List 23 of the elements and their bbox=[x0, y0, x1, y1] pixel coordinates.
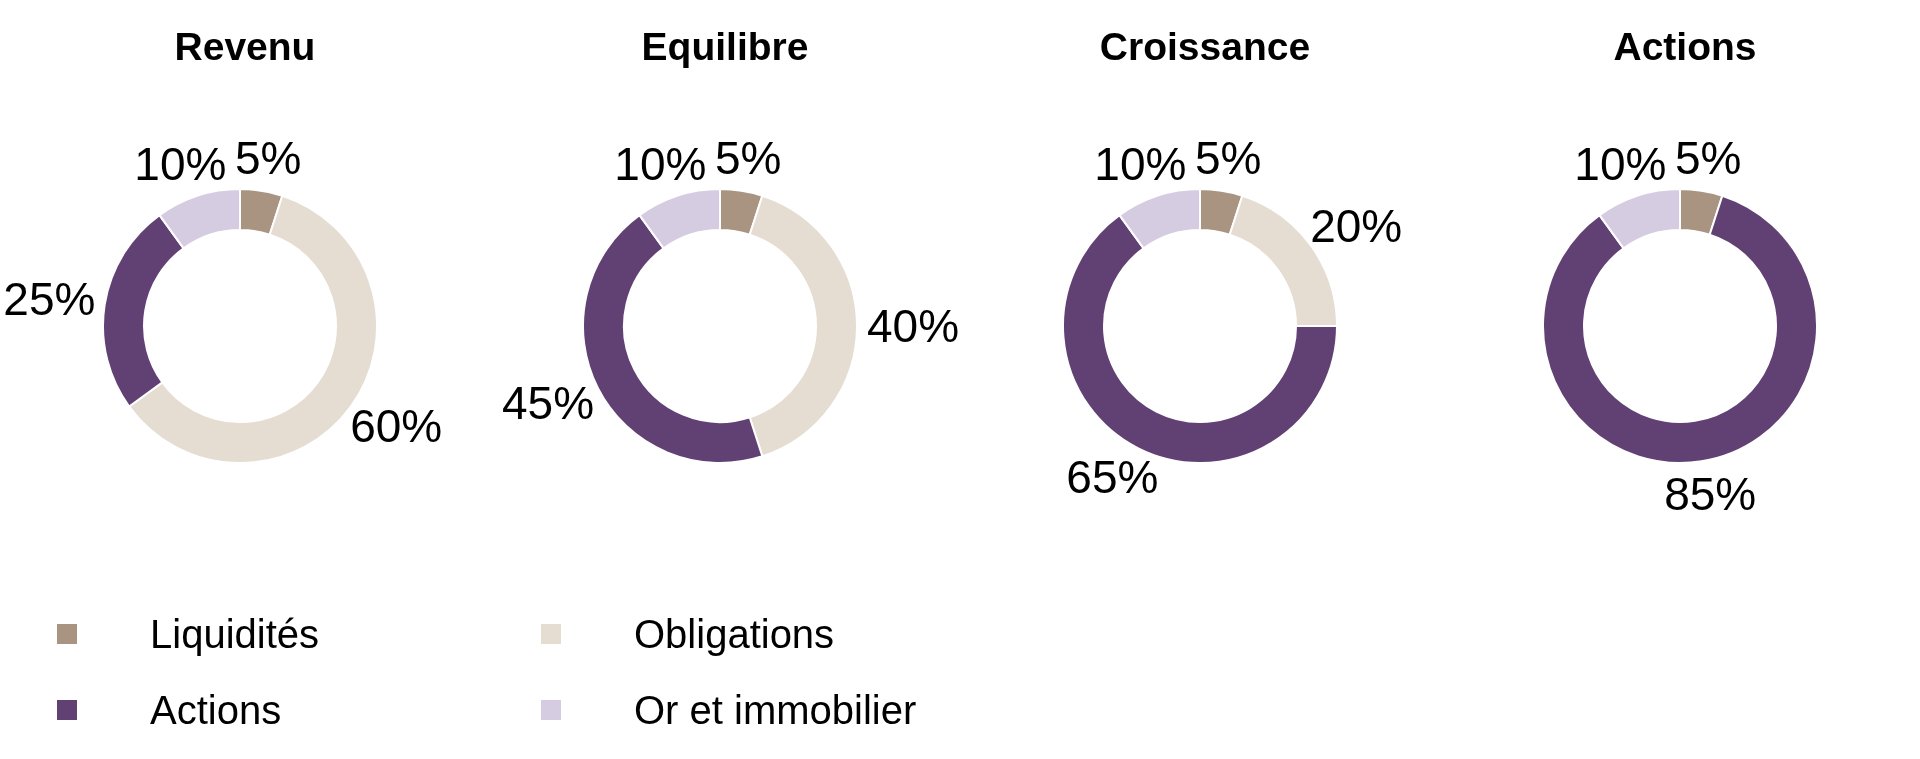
data-label: 10% bbox=[134, 138, 227, 191]
legend-label: Liquidités bbox=[150, 612, 320, 656]
data-label: 10% bbox=[1574, 138, 1667, 191]
data-label: 10% bbox=[614, 138, 707, 191]
data-label: 45% bbox=[501, 377, 595, 430]
data-label: 5% bbox=[1194, 132, 1262, 185]
data-label: 85% bbox=[1664, 467, 1757, 520]
data-label: 25% bbox=[3, 273, 96, 326]
data-label: 10% bbox=[1094, 138, 1187, 191]
chart-title: Equilibre bbox=[641, 25, 809, 68]
data-label: 5% bbox=[1674, 132, 1742, 185]
chart-title: Revenu bbox=[174, 25, 316, 68]
legend-label: Or et immobilier bbox=[634, 688, 917, 732]
data-label: 5% bbox=[234, 132, 302, 185]
data-label: 60% bbox=[350, 399, 443, 452]
data-label: 65% bbox=[1066, 451, 1159, 504]
data-label: 40% bbox=[866, 300, 960, 352]
data-label: 5% bbox=[714, 132, 782, 185]
legend-label: Actions bbox=[150, 688, 282, 732]
data-label: 20% bbox=[1310, 200, 1403, 253]
chart-title: Actions bbox=[1613, 25, 1757, 68]
legend-label: Obligations bbox=[634, 612, 835, 656]
chart-title: Croissance bbox=[1099, 25, 1311, 68]
